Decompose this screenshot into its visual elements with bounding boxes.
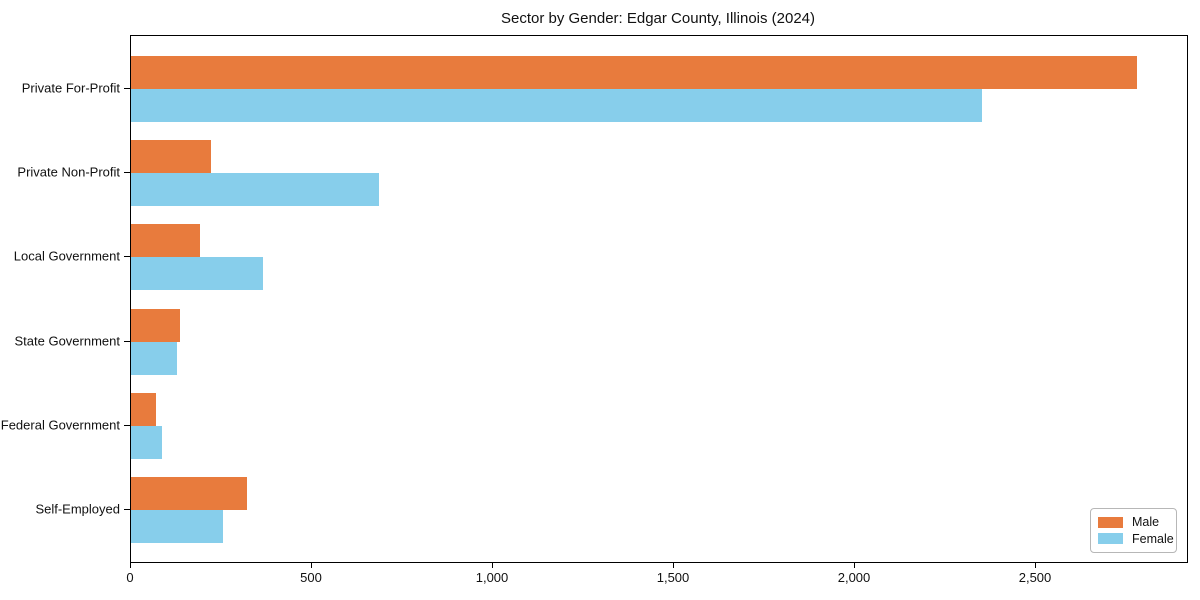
bar-female-federal-government (131, 425, 162, 459)
category-label-federal-government: Federal Government (0, 417, 120, 433)
bar-female-private-for-profit (131, 89, 982, 122)
chart-title: Sector by Gender: Edgar County, Illinois… (500, 10, 816, 27)
bar-female-local-government (131, 257, 263, 291)
legend-swatch-male (1098, 516, 1123, 528)
x-tick-label-2-500: 2,500 (1018, 570, 1052, 585)
x-tick-mark (854, 562, 855, 568)
category-label-self-employed: Self-Employed (35, 501, 120, 517)
plot-area (130, 35, 1188, 563)
x-tick-mark (311, 562, 312, 568)
category-label-private-for-profit: Private For-Profit (21, 80, 120, 96)
x-tick-mark (673, 562, 674, 568)
x-tick-mark (1035, 562, 1036, 568)
y-tick-mark (124, 88, 130, 89)
x-tick-mark (492, 562, 493, 568)
bar-male-state-government (131, 308, 180, 342)
bar-male-self-employed (131, 477, 247, 510)
category-label-private-non-profit: Private Non-Profit (17, 164, 120, 180)
legend-label-female: Female (1132, 531, 1174, 546)
category-label-local-government: Local Government (13, 248, 120, 264)
x-tick-label-500: 500 (300, 570, 322, 585)
bar-female-self-employed (131, 510, 223, 543)
y-tick-mark (124, 509, 130, 510)
legend-row-female: Female (1098, 532, 1174, 546)
legend-row-male: Male (1098, 515, 1169, 529)
x-tick-label-2-000: 2,000 (837, 570, 871, 585)
bar-male-private-non-profit (131, 140, 211, 174)
category-label-state-government: State Government (14, 333, 121, 349)
bar-female-state-government (131, 341, 177, 375)
bar-male-local-government (131, 224, 200, 258)
legend-swatch-female (1098, 533, 1123, 545)
y-tick-mark (124, 256, 130, 258)
x-tick-label-0: 0 (126, 570, 134, 585)
bar-female-private-non-profit (131, 173, 379, 207)
y-tick-mark (124, 424, 130, 426)
legend: Male Female (1090, 508, 1177, 553)
y-tick-mark (124, 340, 130, 342)
bar-male-private-for-profit (131, 56, 1137, 89)
x-tick-label-1-000: 1,000 (475, 570, 509, 585)
bar-male-federal-government (131, 392, 156, 426)
x-tick-label-1-500: 1,500 (656, 570, 690, 585)
legend-label-male: Male (1132, 515, 1160, 530)
x-tick-mark (130, 562, 131, 568)
y-tick-mark (124, 172, 130, 174)
